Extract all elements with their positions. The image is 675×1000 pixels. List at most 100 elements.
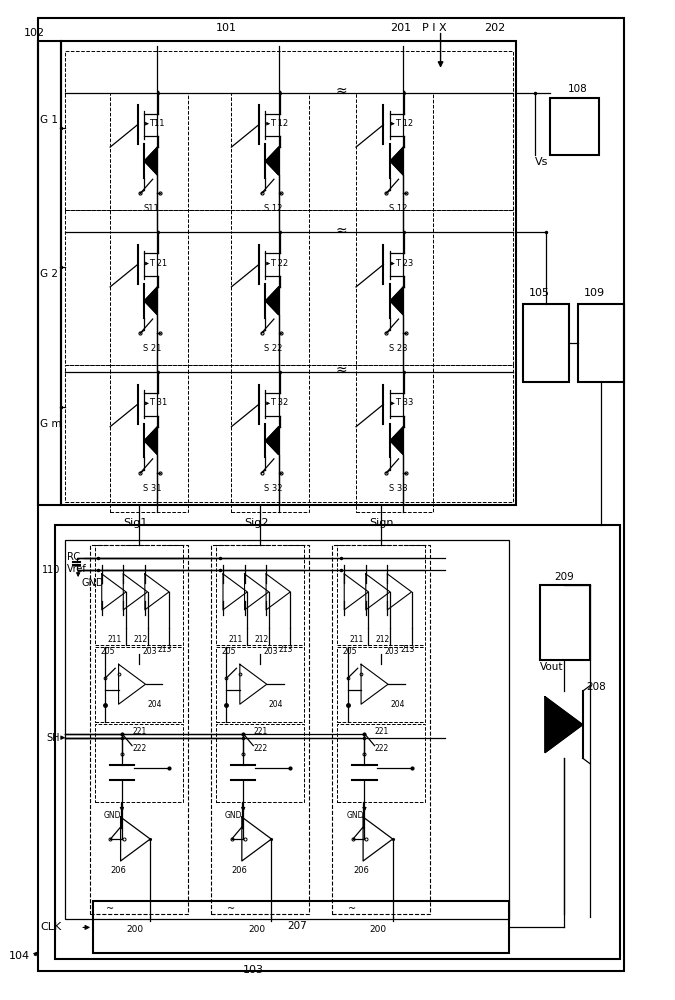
Bar [55,525,620,959]
Text: GND: GND [225,811,242,820]
Text: G 1: G 1 [40,115,58,125]
Text: 108: 108 [568,84,588,94]
Text: 110: 110 [42,565,60,575]
Text: S 23: S 23 [389,344,408,353]
Text: G m: G m [40,419,61,429]
Polygon shape [144,427,157,455]
Text: 201: 201 [390,23,411,33]
Bar [38,41,61,505]
Bar [356,232,433,372]
Text: 211: 211 [107,635,122,644]
Text: 221: 221 [132,727,146,736]
Text: G 2: G 2 [40,269,58,279]
Text: 212: 212 [376,635,390,644]
Bar [211,545,309,914]
Text: 205: 205 [221,647,236,656]
Text: Sign: Sign [369,518,394,528]
Text: T11: T11 [149,119,165,128]
Text: Vs: Vs [535,157,548,167]
Text: SH: SH [47,733,60,743]
Text: S 32: S 32 [265,484,283,493]
Text: 205: 205 [101,647,115,656]
Bar [65,210,512,365]
Bar [65,365,512,502]
Bar [93,901,509,953]
Text: T 22: T 22 [270,259,288,268]
Text: Vref: Vref [67,564,86,574]
Text: 105: 105 [529,288,550,298]
Text: 213: 213 [400,645,414,654]
Text: P I X: P I X [422,23,446,33]
Text: ≈: ≈ [335,363,347,377]
Text: 207: 207 [287,921,307,931]
Text: CLK: CLK [40,922,61,932]
Text: 212: 212 [134,635,148,644]
Bar [356,372,433,512]
Text: T 12: T 12 [270,119,288,128]
Bar [38,18,624,971]
Bar [232,232,309,372]
Text: ≈: ≈ [335,84,347,98]
Text: Vout: Vout [539,662,563,672]
Text: S 21: S 21 [143,344,161,353]
Bar [522,304,568,382]
Bar [338,647,425,722]
Text: 208: 208 [586,682,606,692]
Bar [333,545,430,914]
Text: 109: 109 [585,288,605,298]
Text: ~: ~ [348,904,356,914]
Text: ~: ~ [227,904,235,914]
Bar [110,232,188,372]
Polygon shape [144,147,157,175]
Text: S 12: S 12 [265,204,283,213]
Text: 204: 204 [269,700,284,709]
Bar [539,585,590,660]
Text: S 31: S 31 [143,484,162,493]
Bar [338,724,425,802]
Text: 206: 206 [353,866,369,875]
Bar [95,647,182,722]
Text: 103: 103 [243,965,264,975]
Text: 212: 212 [254,635,269,644]
Polygon shape [265,427,279,455]
Text: 211: 211 [228,635,242,644]
Text: 222: 222 [253,744,267,753]
Polygon shape [390,427,403,455]
Bar [110,93,188,232]
Text: T 32: T 32 [270,398,288,407]
Bar [232,372,309,512]
Text: ~: ~ [106,904,114,914]
Text: 211: 211 [350,635,364,644]
Text: 222: 222 [132,744,146,753]
Text: 202: 202 [485,23,506,33]
Text: 200: 200 [248,925,265,934]
Text: 206: 206 [232,866,248,875]
Text: 213: 213 [279,645,293,654]
Bar [578,304,624,382]
Text: 203: 203 [385,647,399,656]
Text: Sig1: Sig1 [124,518,148,528]
Bar [65,51,512,210]
Text: 206: 206 [111,866,126,875]
Text: T 23: T 23 [395,259,413,268]
Text: GND: GND [82,578,104,588]
Bar [95,545,182,645]
Polygon shape [390,287,403,315]
Text: 104: 104 [9,951,30,961]
Bar [232,93,309,232]
Bar [110,372,188,512]
Text: 200: 200 [369,925,387,934]
Bar [356,93,433,232]
Bar [216,724,304,802]
Text: T 31: T 31 [149,398,167,407]
Text: 200: 200 [127,925,144,934]
Text: RC: RC [67,552,80,562]
Text: S 33: S 33 [389,484,408,493]
Polygon shape [390,147,403,175]
Text: 205: 205 [343,647,357,656]
Text: ≈: ≈ [335,223,347,237]
Text: Sig2: Sig2 [244,518,269,528]
Bar [216,545,304,645]
Text: 204: 204 [148,700,162,709]
Text: 222: 222 [375,744,389,753]
